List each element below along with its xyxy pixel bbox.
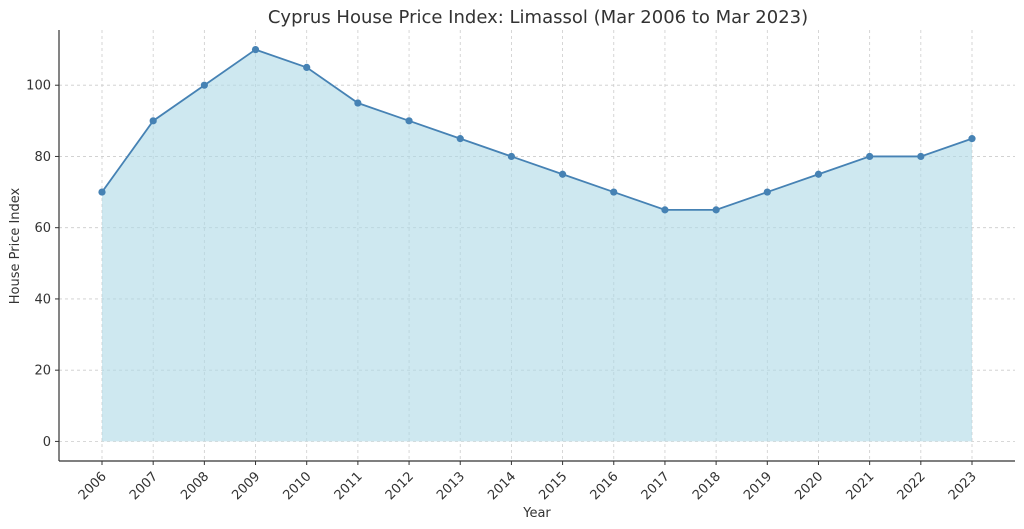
y-tick-label: 100 [26, 79, 51, 94]
x-tick-label: 2007 [127, 469, 161, 503]
x-axis-label: Year [522, 506, 551, 521]
x-tick-label: 2012 [383, 469, 417, 503]
x-tick-label: 2022 [895, 469, 929, 503]
data-point-2014 [507, 152, 516, 161]
data-point-2007 [149, 117, 157, 125]
y-tick-label: 60 [34, 221, 51, 236]
data-point-2006 [98, 188, 106, 196]
x-tick-label: 2016 [588, 469, 622, 503]
data-point-2021 [866, 152, 874, 161]
chart-title: Cyprus House Price Index: Limassol (Mar … [268, 7, 808, 28]
data-point-2015 [558, 170, 567, 178]
data-point-2017 [661, 206, 669, 214]
y-tick-label: 20 [34, 364, 51, 379]
x-tick-label: 2023 [946, 469, 980, 503]
x-tick-label: 2018 [690, 469, 724, 503]
x-tick-label: 2019 [741, 469, 775, 503]
series-line [101, 48, 973, 211]
x-tick-label: 2014 [485, 469, 519, 503]
x-tick-label: 2009 [229, 469, 263, 503]
x-tick-label: 2017 [639, 469, 673, 503]
y-ticks: 0 20 40 60 80 100 [26, 79, 59, 450]
data-point-2020 [814, 170, 823, 178]
x-tick-label: 2015 [536, 469, 570, 503]
data-point-2009 [251, 45, 260, 54]
x-ticks: 2006 2007 2008 2009 2010 2011 2012 2013 2014 2015… [76, 461, 980, 503]
y-tick-label: 80 [34, 150, 51, 165]
x-tick-label: 2011 [332, 469, 366, 503]
data-point-2019 [763, 188, 771, 196]
data-point-2012 [405, 117, 413, 125]
area-fill [102, 49, 972, 442]
data-point-2016 [610, 188, 618, 196]
y-axis-label: House Price Index [8, 187, 23, 304]
y-tick-label: 0 [43, 435, 51, 450]
x-tick-label: 2010 [281, 469, 315, 503]
data-point-2008 [200, 81, 208, 89]
data-point-2022 [917, 152, 925, 161]
x-tick-label: 2013 [434, 469, 468, 503]
data-point-2011 [354, 99, 362, 107]
data-point-2013 [456, 135, 464, 143]
data-point-2018 [712, 206, 720, 214]
x-tick-label: 2021 [843, 469, 877, 503]
x-tick-label: 2020 [792, 469, 826, 503]
x-tick-label: 2008 [178, 469, 212, 503]
data-point-2023 [968, 135, 976, 143]
x-tick-label: 2006 [76, 469, 110, 503]
data-points [98, 45, 976, 214]
data-point-2010 [303, 63, 311, 72]
y-tick-label: 40 [34, 292, 51, 307]
